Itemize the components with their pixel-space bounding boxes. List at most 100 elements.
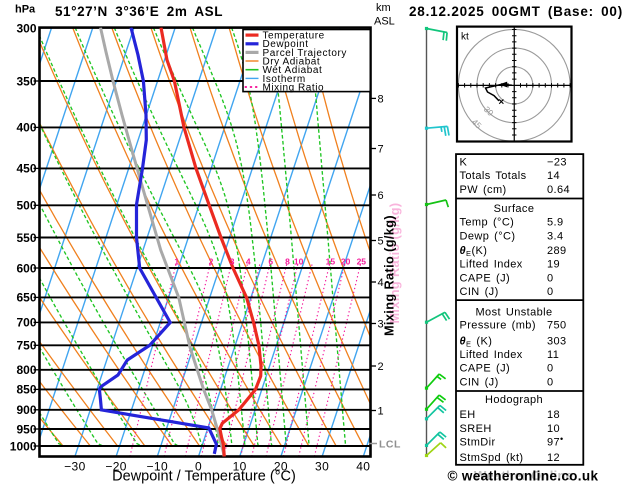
svg-text:700: 700: [16, 316, 36, 330]
svg-text:550: 550: [16, 231, 36, 245]
svg-text:600: 600: [16, 261, 36, 275]
svg-text:7: 7: [378, 144, 384, 156]
svg-text:350: 350: [16, 74, 36, 88]
svg-text:Wet Adiabat: Wet Adiabat: [263, 65, 323, 76]
svg-text:750: 750: [16, 339, 36, 353]
svg-text:Isotherm: Isotherm: [263, 74, 306, 85]
svg-text:25: 25: [357, 256, 367, 266]
svg-text:StmSpd (kt): StmSpd (kt): [460, 452, 524, 464]
svg-text:500: 500: [16, 199, 36, 213]
svg-text:303: 303: [547, 335, 567, 347]
svg-text:Dry Adiabat: Dry Adiabat: [263, 57, 321, 68]
svg-text:800: 800: [16, 363, 36, 377]
svg-text:40: 40: [356, 460, 370, 474]
svg-text:0.64: 0.64: [547, 184, 570, 196]
svg-text:−30: −30: [64, 460, 86, 474]
svg-text:Lifted Index: Lifted Index: [460, 349, 523, 361]
svg-text:© weatheronline.co.uk: © weatheronline.co.uk: [448, 469, 599, 484]
svg-text:18: 18: [547, 409, 560, 421]
svg-text:0: 0: [547, 362, 554, 374]
svg-text:θE (K): θE (K): [460, 335, 493, 348]
svg-text:Dewpoint: Dewpoint: [263, 39, 309, 50]
svg-text:900: 900: [16, 403, 36, 417]
svg-text:14: 14: [547, 170, 560, 182]
svg-text:km: km: [376, 2, 391, 14]
svg-text:kt: kt: [461, 32, 469, 43]
svg-text:−20: −20: [105, 460, 127, 474]
svg-text:15: 15: [326, 256, 336, 266]
svg-text:5.9: 5.9: [547, 217, 564, 229]
svg-text:1000: 1000: [10, 439, 37, 453]
svg-text:12: 12: [547, 452, 560, 464]
svg-text:ASL: ASL: [374, 16, 395, 28]
svg-text:400: 400: [16, 121, 36, 135]
svg-text:3: 3: [230, 256, 235, 266]
svg-text:20: 20: [341, 256, 351, 266]
svg-text:1: 1: [378, 406, 384, 418]
svg-text:19: 19: [547, 259, 560, 271]
svg-text:−23: −23: [547, 156, 567, 168]
svg-text:CIN (J): CIN (J): [460, 376, 499, 388]
svg-text:289: 289: [547, 245, 567, 257]
svg-text:97•: 97•: [547, 434, 564, 449]
svg-text:10: 10: [547, 423, 560, 435]
svg-text:Pressure (mb): Pressure (mb): [460, 320, 536, 332]
svg-text:Mixing Ratio: Mixing Ratio: [263, 82, 325, 93]
svg-text:650: 650: [16, 291, 36, 305]
svg-text:0: 0: [195, 460, 202, 474]
svg-text:−10: −10: [147, 460, 169, 474]
svg-text:20: 20: [274, 460, 288, 474]
svg-text:Surface: Surface: [494, 203, 535, 215]
svg-text:0: 0: [547, 272, 554, 284]
svg-text:LCL: LCL: [379, 439, 401, 451]
svg-text:11: 11: [547, 349, 559, 361]
svg-text:2: 2: [209, 256, 214, 266]
svg-text:Mixing Ratio (g/kg): Mixing Ratio (g/kg): [388, 202, 402, 323]
svg-text:K: K: [460, 156, 468, 168]
svg-text:θE(K): θE(K): [460, 245, 488, 258]
svg-text:PW (cm): PW (cm): [460, 184, 507, 196]
svg-text:Lifted Index: Lifted Index: [460, 259, 523, 271]
svg-text:Weather Online: Weather Online: [474, 468, 573, 483]
svg-text:Temp (°C): Temp (°C): [460, 217, 515, 229]
svg-text:28.12.2025 00GMT (Base: 00): 28.12.2025 00GMT (Base: 00): [409, 4, 623, 19]
svg-text:8: 8: [378, 93, 384, 105]
svg-text:CAPE (J): CAPE (J): [460, 272, 511, 284]
svg-text:4: 4: [378, 277, 384, 289]
svg-text:StmDir: StmDir: [460, 437, 496, 449]
svg-text:850: 850: [16, 383, 36, 397]
svg-text:2: 2: [378, 361, 384, 373]
svg-text:6: 6: [268, 256, 273, 266]
svg-text:Dewp (°C): Dewp (°C): [460, 231, 516, 243]
svg-text:CAPE (J): CAPE (J): [460, 362, 511, 374]
svg-text:10: 10: [233, 460, 247, 474]
svg-text:10: 10: [294, 256, 304, 266]
svg-text:0: 0: [547, 376, 554, 388]
svg-text:750: 750: [547, 320, 567, 332]
svg-text:3.4: 3.4: [547, 231, 564, 243]
svg-text:Temperature: Temperature: [263, 31, 325, 42]
svg-text:4: 4: [246, 256, 251, 266]
svg-text:30: 30: [315, 460, 329, 474]
svg-text:Mixing Ratio (g/kg): Mixing Ratio (g/kg): [383, 215, 397, 336]
svg-text:3: 3: [378, 319, 384, 331]
svg-text:EH: EH: [460, 409, 476, 421]
svg-text:Hodograph: Hodograph: [485, 394, 543, 406]
svg-text:1: 1: [174, 256, 179, 266]
svg-text:8: 8: [285, 256, 290, 266]
svg-text:×: ×: [498, 97, 504, 108]
svg-text:0: 0: [547, 286, 554, 298]
svg-text:300: 300: [16, 22, 36, 36]
svg-text:SREH: SREH: [460, 423, 492, 435]
svg-text:5: 5: [378, 236, 384, 248]
svg-text:Most Unstable: Most Unstable: [475, 306, 552, 318]
svg-text:Parcel Trajectory: Parcel Trajectory: [263, 48, 347, 59]
svg-text:51°27’N 3°36’E 2m ASL: 51°27’N 3°36’E 2m ASL: [55, 4, 223, 19]
svg-text:6: 6: [378, 190, 384, 202]
svg-text:950: 950: [16, 422, 36, 436]
svg-text:450: 450: [16, 162, 36, 176]
svg-text:Totals Totals: Totals Totals: [460, 170, 527, 182]
svg-text:Dewpoint / Temperature (°C): Dewpoint / Temperature (°C): [112, 469, 296, 485]
svg-text:hPa: hPa: [15, 4, 36, 16]
svg-text:CIN (J): CIN (J): [460, 286, 499, 298]
